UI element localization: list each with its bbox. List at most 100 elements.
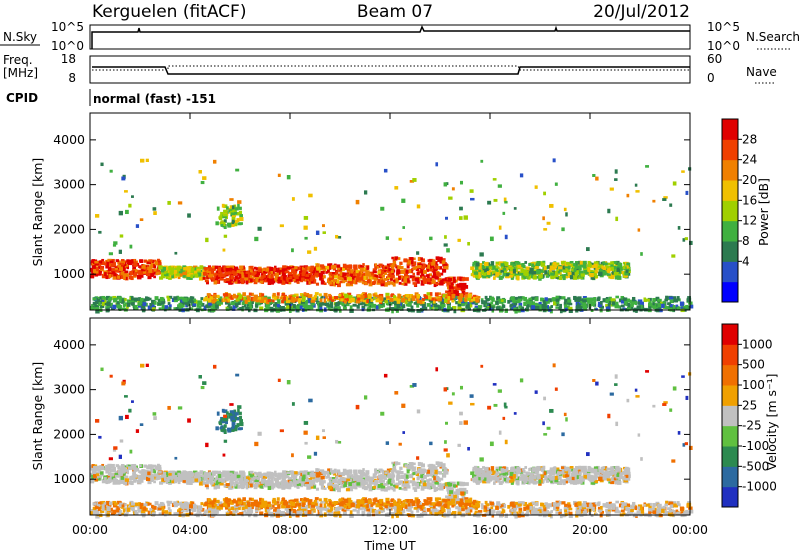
velocity-echo-cell	[273, 473, 276, 477]
power-echo-cell	[579, 266, 582, 270]
power-echo-cell	[205, 304, 208, 308]
velocity-echo-cell	[412, 478, 415, 481]
velocity-echo-cell	[121, 476, 124, 480]
power-echo-cell	[202, 176, 206, 180]
power-echo-cell	[131, 302, 135, 305]
power-echo-cell	[468, 293, 472, 297]
power-echo-cell	[261, 293, 264, 296]
power-echo-cell	[300, 306, 303, 310]
velocity-echo-cell	[302, 478, 305, 481]
power-echo-cell	[552, 268, 555, 271]
velocity-echo-cell	[238, 479, 241, 482]
power-echo-cell	[314, 295, 317, 298]
power-echo-cell	[504, 201, 507, 204]
velocity-echo-cell	[183, 477, 187, 480]
velocity-echo-cell	[289, 484, 293, 487]
power-echo-cell	[453, 279, 456, 283]
power-echo-cell	[537, 261, 541, 265]
power-echo-cell	[380, 296, 383, 299]
power-echo-cell	[277, 304, 280, 308]
velocity-echo-cell	[378, 475, 381, 478]
power-echo-cell	[346, 283, 350, 286]
power-echo-cell	[153, 276, 156, 279]
power-echo-cell	[521, 307, 524, 310]
power-echo-cell	[452, 294, 456, 298]
nave-tick-top: 60	[707, 52, 722, 66]
power-echo-cell	[474, 271, 478, 274]
power-echo-cell	[496, 306, 500, 310]
power-echo-cell	[119, 250, 122, 254]
power-echo-cell	[313, 280, 316, 283]
velocity-echo-cell	[92, 470, 96, 474]
power-echo-cell	[310, 267, 314, 271]
power-echo-cell	[565, 276, 568, 279]
power-echo-cell	[487, 201, 491, 205]
velocity-echo-cell	[436, 477, 440, 481]
velocity-echo-scatter	[90, 363, 693, 518]
power-echo-cell	[677, 307, 681, 310]
velocity-echo-cell	[250, 480, 253, 483]
velocity-echo-cell	[395, 485, 398, 488]
power-echo-cell	[384, 169, 387, 173]
power-echo-cell	[437, 259, 441, 262]
velocity-echo-cell	[374, 471, 377, 475]
power-echo-cell	[109, 296, 112, 300]
power-echo-cell	[489, 266, 492, 269]
power-echo-cell	[160, 297, 164, 301]
power-echo-cell	[100, 261, 103, 264]
velocity-echo-cell	[373, 486, 376, 489]
power-echo-cell	[223, 249, 226, 252]
power-echo-cell	[366, 299, 369, 303]
power-echo-cell	[435, 162, 438, 166]
power-echo-cell	[490, 237, 494, 241]
velocity-echo-cell	[299, 476, 302, 479]
power-echo-cell	[556, 299, 560, 302]
power-echo-cell	[586, 247, 590, 251]
velocity-echo-cell	[107, 467, 110, 471]
velocity-echo-cell	[294, 480, 298, 484]
power-echo-cell	[429, 268, 433, 271]
velocity-echo-cell	[237, 475, 241, 478]
power-echo-cell	[547, 222, 551, 225]
power-echo-cell	[514, 207, 517, 210]
power-echo-cell	[418, 257, 421, 261]
power-echo-cell	[194, 273, 198, 276]
power-echo-cell	[607, 273, 611, 276]
power-echo-cell	[524, 261, 527, 264]
velocity-echo-cell	[433, 464, 436, 468]
power-colorbar-tick-label: 8	[742, 234, 750, 248]
power-echo-cell	[434, 265, 437, 269]
velocity-echo-cell	[293, 484, 296, 487]
power-echo-cell	[612, 301, 615, 305]
velocity-echo-cell	[147, 472, 150, 476]
power-ytick-label: 3000	[53, 177, 85, 192]
power-echo-cell	[239, 214, 243, 217]
nsky-panel-frame	[90, 25, 690, 49]
power-echo-cell	[602, 271, 606, 274]
power-echo-cell	[246, 280, 249, 284]
power-echo-cell	[131, 298, 135, 301]
velocity-echo-cell	[415, 483, 419, 487]
power-echo-cell	[324, 298, 327, 302]
velocity-echo-cell	[149, 464, 152, 467]
power-echo-cell	[308, 194, 312, 198]
power-echo-cell	[610, 261, 614, 264]
power-echo-cell	[535, 185, 538, 189]
power-echo-cell	[274, 297, 277, 301]
power-echo-cell	[96, 268, 99, 271]
power-echo-cell	[568, 266, 571, 270]
power-echo-cell	[238, 274, 241, 277]
velocity-echo-cell	[204, 472, 208, 475]
power-echo-cell	[350, 305, 353, 309]
power-echo-cell	[425, 295, 428, 299]
power-echo-cell	[161, 269, 164, 272]
power-echo-cell	[217, 207, 220, 211]
power-colorbar-band	[722, 241, 738, 262]
power-echo-cell	[464, 298, 467, 301]
power-echo-cell	[380, 207, 384, 211]
power-echo-cell	[139, 260, 142, 263]
velocity-echo-cell	[348, 482, 352, 486]
power-echo-cell	[353, 304, 357, 307]
power-echo-cell	[250, 275, 253, 278]
power-echo-cell	[445, 217, 448, 220]
